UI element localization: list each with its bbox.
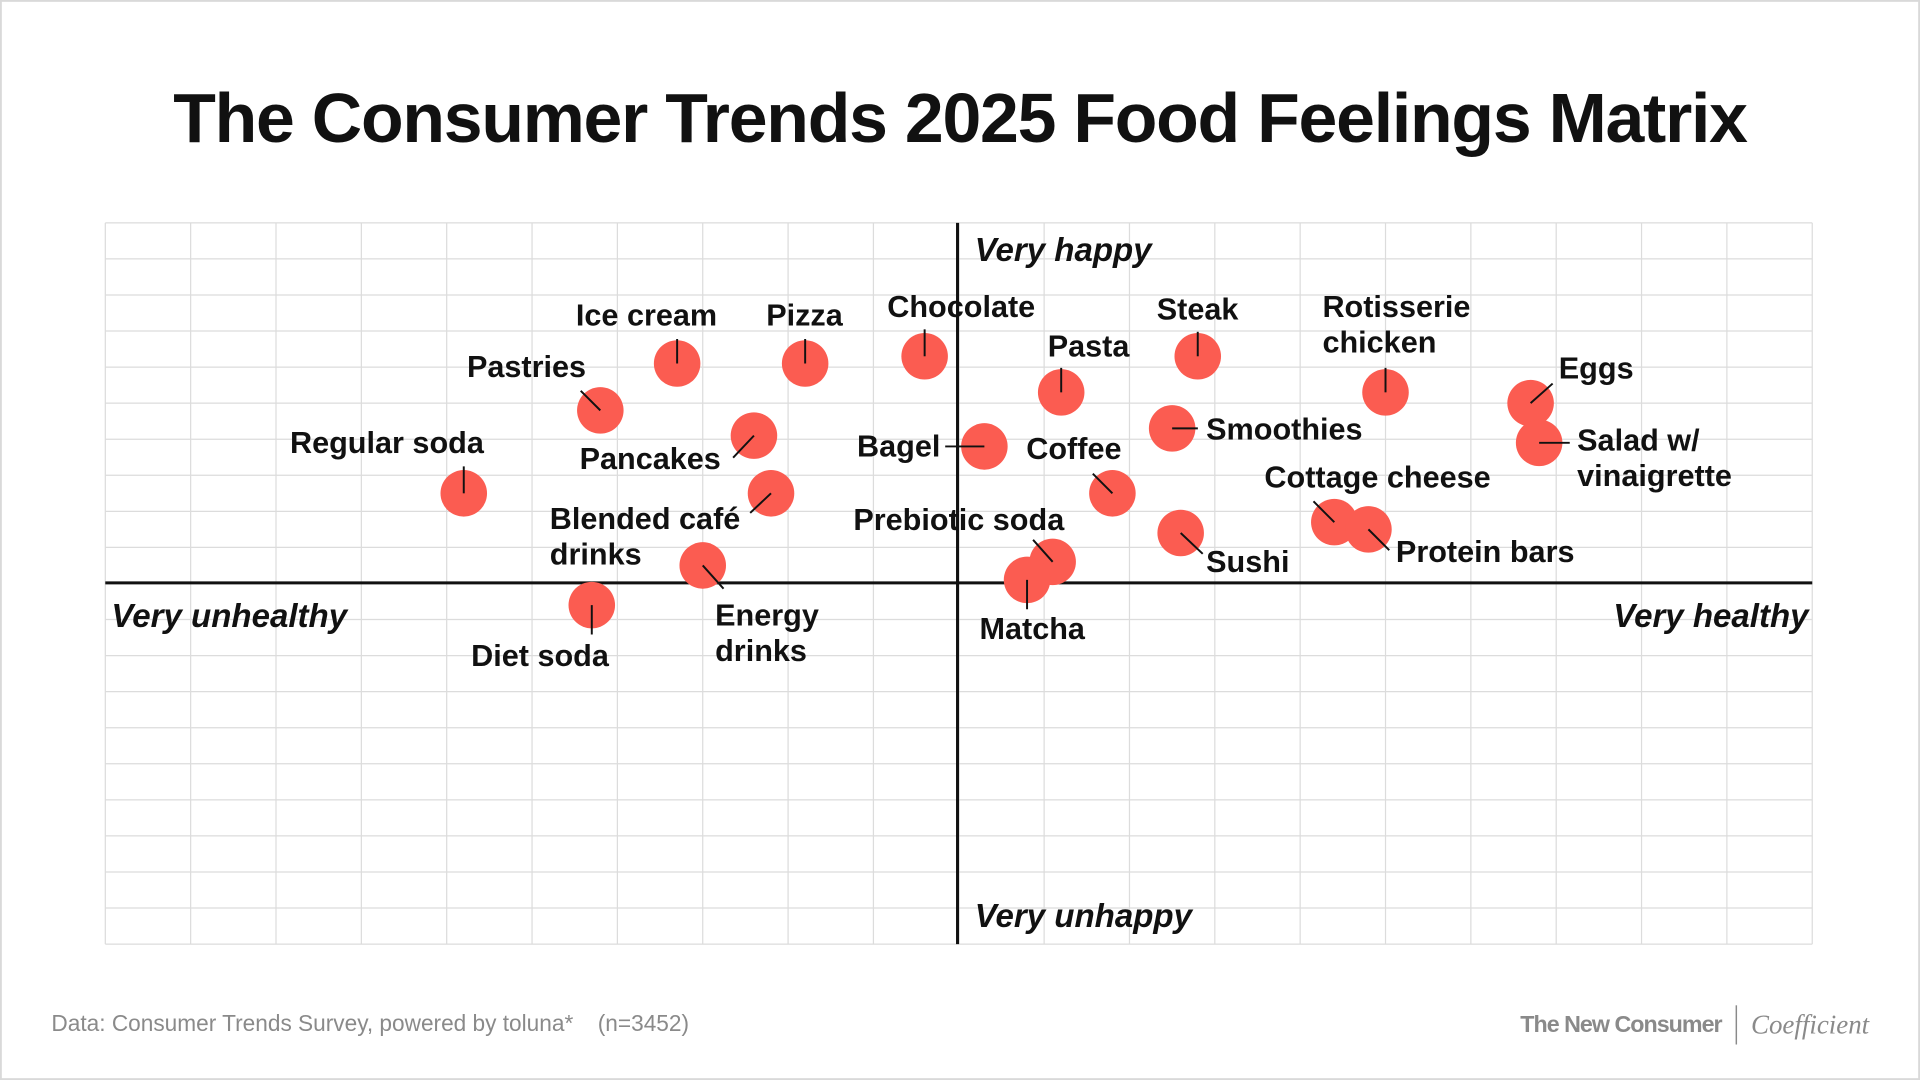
- label-prebiotic-soda: Prebiotic soda: [853, 503, 1065, 537]
- leader-line: [1529, 382, 1554, 404]
- label-rotisserie-chicken: Rotisserie: [1322, 290, 1470, 324]
- point-eggs: Eggs: [1507, 351, 1634, 427]
- label-blended-caf-drinks: drinks: [550, 537, 642, 571]
- label-pancakes: Pancakes: [580, 442, 721, 476]
- label-salad-w-vinaigrette: vinaigrette: [1577, 459, 1732, 493]
- point-salad-w-vinaigrette: Salad w/vinaigrette: [1515, 419, 1732, 493]
- point-steak: Steak: [1157, 293, 1240, 380]
- point-pancakes: Pancakes: [580, 412, 778, 476]
- dot-chocolate: [901, 333, 948, 380]
- point-regular-soda: Regular soda: [290, 426, 488, 517]
- label-chocolate: Chocolate: [887, 290, 1035, 324]
- label-sushi: Sushi: [1206, 545, 1289, 579]
- point-matcha: Matcha: [980, 556, 1086, 646]
- label-regular-soda: Regular soda: [290, 426, 485, 460]
- label-pastries: Pastries: [467, 350, 586, 384]
- point-chocolate: Chocolate: [887, 290, 1035, 380]
- point-pastries: Pastries: [467, 350, 624, 434]
- label-smoothies: Smoothies: [1206, 413, 1362, 447]
- label-eggs: Eggs: [1559, 351, 1634, 385]
- label-energy-drinks: Energy: [715, 599, 819, 633]
- label-protein-bars: Protein bars: [1396, 535, 1575, 569]
- label-matcha: Matcha: [980, 612, 1086, 646]
- data-points: Regular soda Pastries Ice cream Pizza Chocol…: [290, 290, 1732, 673]
- leader-line: [1092, 473, 1114, 495]
- leader-line: [732, 434, 755, 459]
- label-blended-caf-drinks: Blended café: [550, 502, 741, 536]
- leader-line: [1312, 500, 1335, 523]
- chart-title: The Consumer Trends 2025 Food Feelings M…: [173, 79, 1748, 157]
- label-salad-w-vinaigrette: Salad w/: [1577, 424, 1700, 458]
- point-bagel: Bagel: [857, 423, 1008, 470]
- label-pizza: Pizza: [766, 299, 844, 333]
- point-pizza: Pizza: [766, 299, 844, 387]
- leader-line: [1180, 532, 1204, 555]
- brand-the-new-consumer: The New Consumer: [1520, 1011, 1722, 1037]
- axis-label-right: Very healthy: [1613, 598, 1810, 635]
- label-pasta: Pasta: [1048, 329, 1131, 363]
- point-coffee: Coffee: [1026, 432, 1136, 517]
- point-sushi: Sushi: [1157, 509, 1289, 579]
- leader-line: [580, 390, 602, 412]
- dot-steak: [1174, 333, 1222, 380]
- point-prebiotic-soda: Prebiotic soda: [853, 503, 1076, 586]
- label-diet-soda: Diet soda: [471, 639, 610, 673]
- footer-source: Data: Consumer Trends Survey, powered by…: [51, 1010, 689, 1036]
- point-pasta: Pasta: [1037, 329, 1131, 416]
- label-coffee: Coffee: [1026, 432, 1121, 466]
- leader-line: [1367, 528, 1390, 551]
- leader-line: [749, 492, 772, 514]
- brand-coefficient: Coefficient: [1751, 1009, 1871, 1039]
- point-ice-cream: Ice cream: [576, 299, 717, 387]
- point-smoothies: Smoothies: [1148, 405, 1363, 452]
- axis-label-top: Very happy: [975, 232, 1154, 269]
- label-rotisserie-chicken: chicken: [1322, 326, 1436, 360]
- axis-label-bottom: Very unhappy: [975, 898, 1194, 935]
- point-protein-bars: Protein bars: [1345, 506, 1575, 569]
- label-bagel: Bagel: [857, 430, 940, 464]
- point-diet-soda: Diet soda: [471, 581, 616, 673]
- leader-line: [1032, 539, 1054, 563]
- label-cottage-cheese: Cottage cheese: [1264, 460, 1490, 494]
- label-ice-cream: Ice cream: [576, 299, 717, 333]
- label-energy-drinks: drinks: [715, 634, 807, 668]
- leader-line: [702, 564, 725, 590]
- label-steak: Steak: [1157, 293, 1240, 327]
- axis-label-left: Very unhealthy: [111, 598, 348, 635]
